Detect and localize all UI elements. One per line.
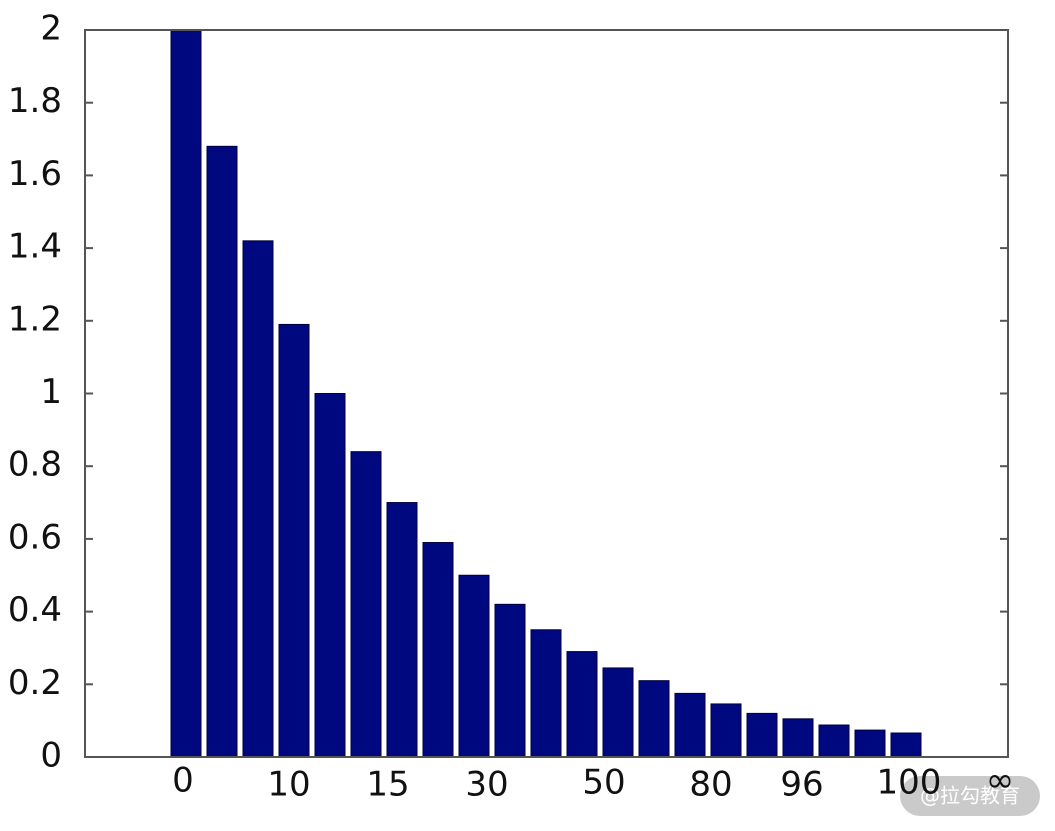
bar bbox=[170, 29, 202, 758]
bar bbox=[314, 393, 346, 758]
bar bbox=[422, 542, 454, 758]
bar bbox=[674, 692, 706, 758]
x-tick-label: 50 bbox=[582, 763, 625, 803]
x-tick-label: 100 bbox=[877, 763, 942, 803]
x-tick-label: 30 bbox=[465, 765, 508, 805]
bar bbox=[350, 451, 382, 758]
bar bbox=[890, 732, 922, 758]
bar bbox=[566, 651, 598, 758]
y-tick-label: 1.6 bbox=[8, 154, 62, 194]
y-tick-label: 1.4 bbox=[8, 227, 62, 267]
x-tick-label: 96 bbox=[780, 765, 823, 805]
bar bbox=[710, 703, 742, 758]
bar bbox=[782, 718, 814, 758]
bar bbox=[278, 323, 310, 758]
bar bbox=[494, 603, 526, 758]
bar bbox=[818, 724, 850, 758]
y-tick-label: 1.2 bbox=[8, 299, 62, 339]
watermark: @拉勾教育 bbox=[920, 784, 1020, 808]
y-tick-label: 0.6 bbox=[8, 517, 62, 557]
y-tick-label: 2 bbox=[40, 9, 62, 49]
bar bbox=[638, 680, 670, 758]
y-tick-label: 0.2 bbox=[8, 663, 62, 703]
x-tick-label: ∞ bbox=[986, 761, 1014, 801]
bar bbox=[206, 145, 238, 758]
x-tick-label: 15 bbox=[366, 765, 409, 805]
bar bbox=[386, 502, 418, 758]
y-tick-label: 0.4 bbox=[8, 590, 62, 630]
bar bbox=[746, 712, 778, 758]
y-tick-label: 0 bbox=[40, 736, 62, 776]
bar bbox=[530, 629, 562, 758]
bar bbox=[602, 667, 634, 758]
bar bbox=[242, 240, 274, 758]
bar bbox=[458, 574, 490, 758]
x-tick-label: 0 bbox=[172, 761, 194, 801]
y-tick-label: 1 bbox=[40, 372, 62, 412]
bar bbox=[854, 729, 886, 758]
y-tick-label: 0.8 bbox=[8, 445, 62, 485]
x-tick-label: 80 bbox=[689, 765, 732, 805]
x-tick-label: 10 bbox=[267, 765, 310, 805]
y-tick-label: 1.8 bbox=[8, 81, 62, 121]
watermark-bg bbox=[900, 776, 1040, 816]
